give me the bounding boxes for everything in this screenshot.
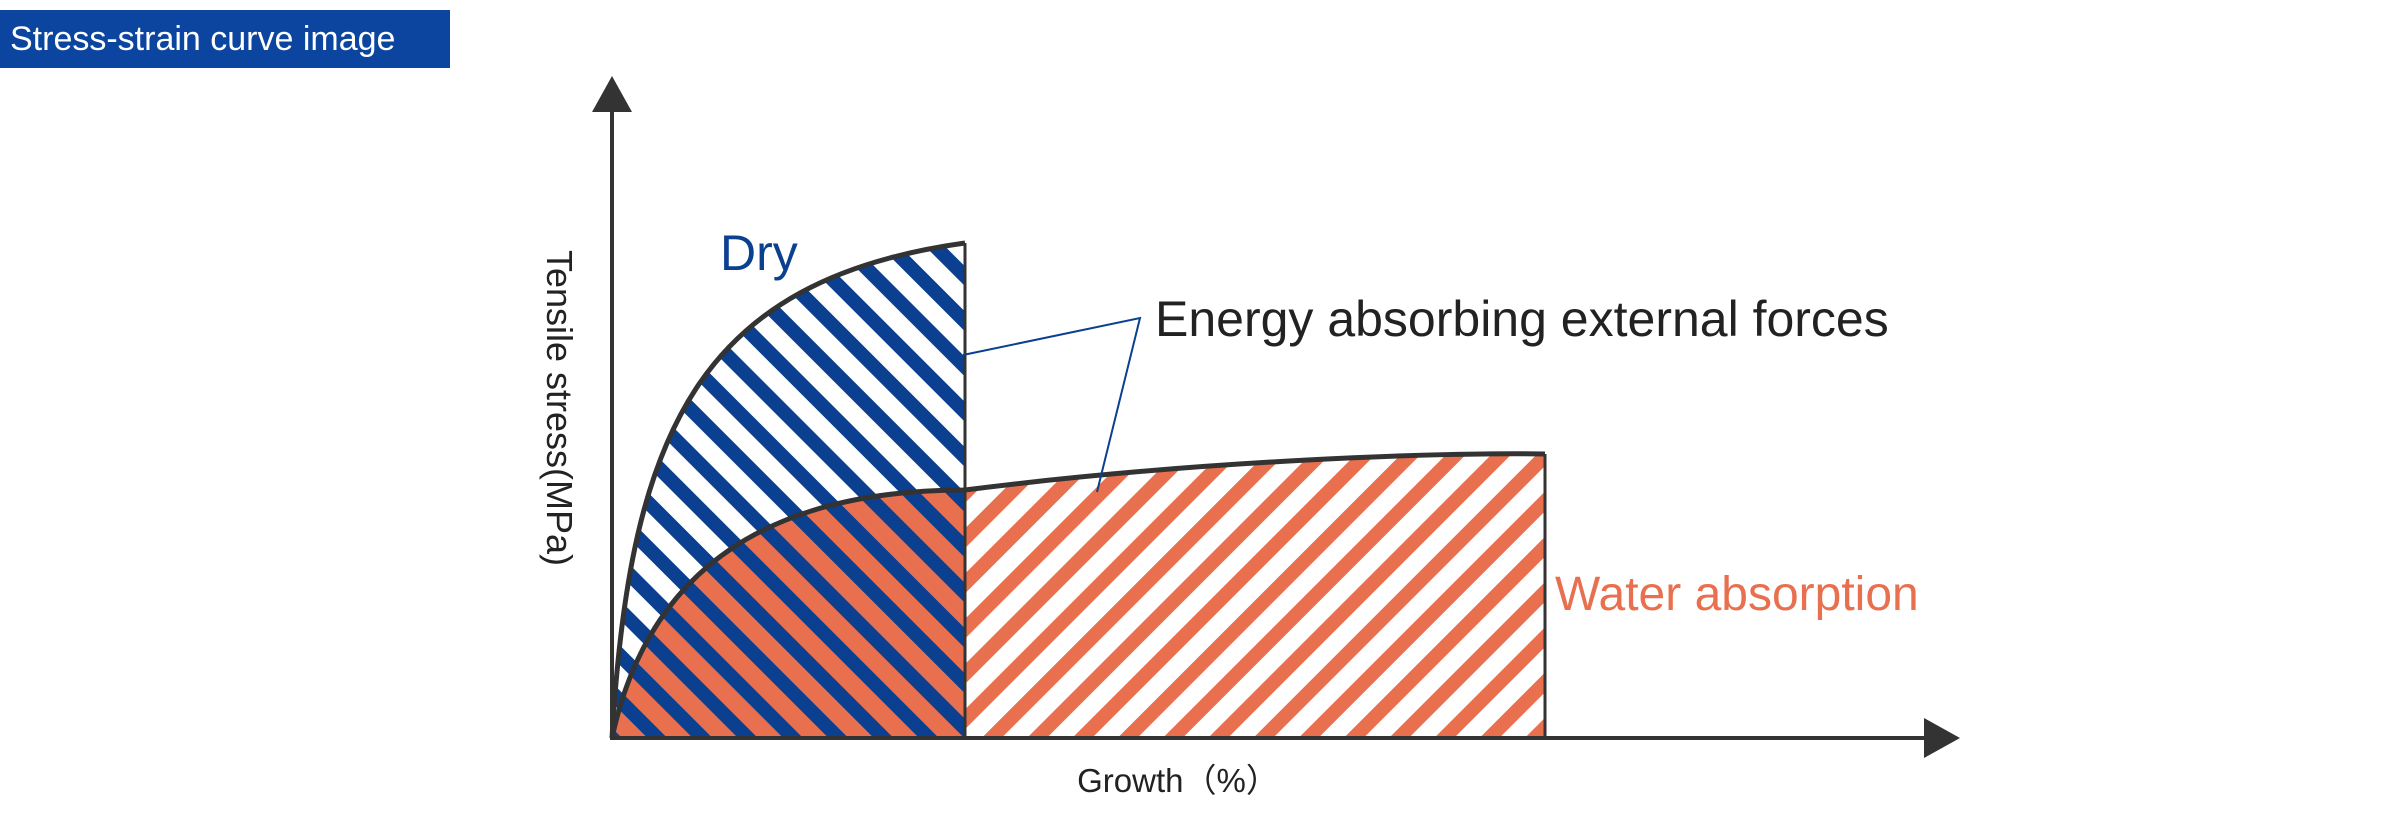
y-axis-arrow xyxy=(592,76,632,112)
x-axis-label: Growth（%） xyxy=(1077,762,1279,799)
water-absorption-curve xyxy=(609,451,1546,739)
annotation-label: Energy absorbing external forces xyxy=(1155,291,1889,347)
water-absorption-series-label: Water absorption xyxy=(1555,568,1919,621)
y-axis-label: Tensile stress(MPa) xyxy=(539,250,580,566)
annotation-leader-line xyxy=(962,316,1142,493)
dry-area xyxy=(612,243,965,738)
title-badge: Stress-strain curve image xyxy=(0,10,450,68)
x-axis-arrow xyxy=(1924,718,1960,758)
dry-curve xyxy=(609,240,966,739)
dry-series-label: Dry xyxy=(720,225,798,281)
